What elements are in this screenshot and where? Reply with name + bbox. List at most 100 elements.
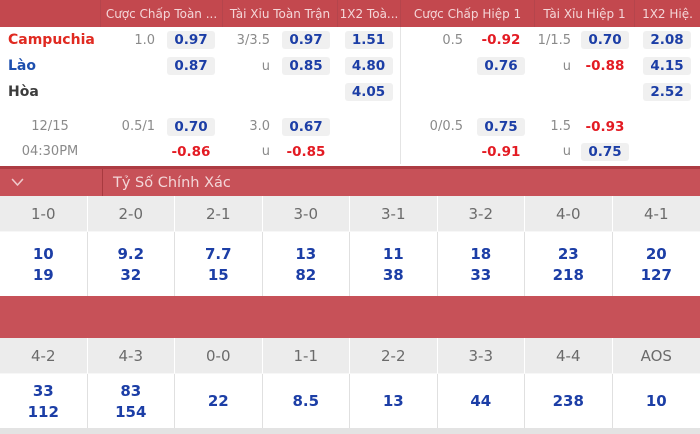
score-label: 3-1 <box>350 196 438 232</box>
odds-value[interactable]: 0.76 <box>477 57 525 75</box>
section-title: Tỷ Số Chính Xác <box>113 174 231 191</box>
score-label: 4-3 <box>87 338 175 374</box>
score-label: 3-3 <box>437 338 525 374</box>
score-odd[interactable]: 7.7 <box>204 244 232 263</box>
odds-row-spacer <box>0 105 700 114</box>
score-odd[interactable]: 22 <box>207 392 229 410</box>
score-odd[interactable]: 83 <box>120 381 142 400</box>
home-team-name: Campuchia <box>8 32 95 48</box>
odds-value[interactable]: 2.52 <box>643 83 691 101</box>
score-label: 4-1 <box>612 196 700 232</box>
odds-value[interactable]: 0.85 <box>282 57 330 75</box>
score-label: 2-1 <box>175 196 263 232</box>
odds-value[interactable]: -0.85 <box>286 143 326 160</box>
score-label: 1-1 <box>262 338 350 374</box>
score-label: 2-2 <box>350 338 438 374</box>
score-odd[interactable]: 9.2 <box>117 244 145 263</box>
score-odd[interactable]: 218 <box>552 265 584 284</box>
odds-value[interactable]: -0.93 <box>585 118 625 135</box>
score-label: 4-4 <box>525 338 613 374</box>
overunder-line: u <box>562 144 571 159</box>
score-label: 4-0 <box>525 196 613 232</box>
score-column: 2-0 9.2 32 <box>87 196 175 296</box>
score-odd[interactable]: 15 <box>207 265 229 284</box>
score-odd[interactable]: 18 <box>470 244 492 263</box>
score-odd[interactable]: 13 <box>382 392 404 410</box>
handicap-line: 0.5 <box>400 27 468 53</box>
score-column: 0-0 22 <box>175 338 263 428</box>
handicap-line: 0/0.5 <box>400 114 468 139</box>
market-header-handicap-half: Cược Chấp Hiệp 1 <box>400 0 534 27</box>
market-header-overunder-half: Tài Xỉu Hiệp 1 <box>534 0 634 27</box>
score-odd[interactable]: 33 <box>470 265 492 284</box>
bottom-strip <box>0 428 700 434</box>
odds-value[interactable]: 0.67 <box>282 117 330 136</box>
odds-row-home: Campuchia 1.0 0.97 3/3.5 0.97 1.51 0.5 -… <box>0 27 700 53</box>
market-header-handicap-full: Cược Chấp Toàn ... <box>100 0 222 27</box>
score-odd[interactable]: 112 <box>27 402 59 421</box>
overunder-line: 1.5 <box>550 119 571 134</box>
score-column: 3-0 13 82 <box>262 196 350 296</box>
overunder-line: 1/1.5 <box>537 32 571 48</box>
odds-value[interactable]: 0.75 <box>581 142 629 161</box>
overunder-line: u <box>261 58 270 74</box>
odds-value[interactable]: 0.70 <box>167 117 215 136</box>
score-odd[interactable]: 10 <box>32 244 54 263</box>
score-odd[interactable]: 11 <box>382 244 404 263</box>
score-column: 4-2 33 112 <box>0 338 88 428</box>
score-odd[interactable]: 23 <box>557 244 579 263</box>
odds-value[interactable]: 4.15 <box>643 57 691 75</box>
odds-row-live-1: 12/15 0.5/1 0.70 3.0 0.67 0/0.5 0.75 1.5… <box>0 114 700 139</box>
score-odd[interactable]: 8.5 <box>292 392 320 410</box>
correct-score-section-bar[interactable]: Tỷ Số Chính Xác <box>0 166 700 196</box>
score-odd[interactable]: 20 <box>645 244 667 263</box>
overunder-line: u <box>562 58 571 74</box>
score-odd[interactable]: 238 <box>552 392 584 410</box>
correct-score-block-2: 4-2 33 112 4-3 83 154 0-0 22 1-1 8.5 <box>0 338 700 428</box>
score-column: 4-4 238 <box>525 338 613 428</box>
score-column: 3-3 44 <box>437 338 525 428</box>
market-header-overunder-full: Tài Xỉu Toàn Trận <box>222 0 337 27</box>
odds-value[interactable]: 4.80 <box>344 57 393 75</box>
score-odd[interactable]: 154 <box>115 402 147 421</box>
odds-value[interactable]: 4.05 <box>344 83 393 101</box>
score-odd[interactable]: 38 <box>382 265 404 284</box>
odds-value[interactable]: 0.87 <box>167 57 215 75</box>
odds-value[interactable]: 2.08 <box>643 31 691 49</box>
score-odd[interactable]: 10 <box>645 392 667 410</box>
score-odd[interactable]: 82 <box>295 265 317 284</box>
score-odd[interactable]: 19 <box>32 265 54 284</box>
odds-value[interactable]: 0.97 <box>167 31 215 49</box>
score-odd[interactable]: 127 <box>640 265 672 284</box>
overunder-line: 3.0 <box>249 119 270 134</box>
handicap-line: 1.0 <box>134 32 155 48</box>
score-column: 1-1 8.5 <box>262 338 350 428</box>
odds-value[interactable]: -0.86 <box>171 143 211 160</box>
odds-value[interactable]: -0.88 <box>585 58 625 74</box>
score-odd[interactable]: 13 <box>295 244 317 263</box>
score-column: 2-1 7.7 15 <box>175 196 263 296</box>
odds-value[interactable]: 0.70 <box>581 31 629 49</box>
section-divider-band <box>0 296 700 338</box>
correct-score-block-1: 1-0 10 19 2-0 9.2 32 2-1 7.7 15 3-0 13 <box>0 196 700 296</box>
score-odd[interactable]: 44 <box>470 392 492 410</box>
handicap-line: 0.5/1 <box>121 119 155 134</box>
score-column: 4-1 20 127 <box>612 196 700 296</box>
score-label: 1-0 <box>0 196 88 232</box>
odds-value[interactable]: 0.97 <box>282 31 330 49</box>
overunder-line: 3/3.5 <box>236 32 270 48</box>
odds-row-away: Lào 0.87 u 0.85 4.80 0.76 u -0.88 4.15 <box>0 53 700 79</box>
score-label: 2-0 <box>87 196 175 232</box>
odds-value[interactable]: -0.91 <box>481 143 521 160</box>
odds-value[interactable]: 0.75 <box>477 117 525 136</box>
odds-value[interactable]: -0.92 <box>481 32 521 48</box>
market-header-corner <box>0 0 100 27</box>
score-column: 1-0 10 19 <box>0 196 88 296</box>
collapse-toggle[interactable] <box>0 169 103 196</box>
draw-label: Hòa <box>8 84 39 100</box>
score-odd[interactable]: 33 <box>32 381 54 400</box>
score-odd[interactable]: 32 <box>120 265 142 284</box>
score-label: 3-0 <box>262 196 350 232</box>
score-column: 3-1 11 38 <box>350 196 438 296</box>
odds-value[interactable]: 1.51 <box>344 31 393 49</box>
